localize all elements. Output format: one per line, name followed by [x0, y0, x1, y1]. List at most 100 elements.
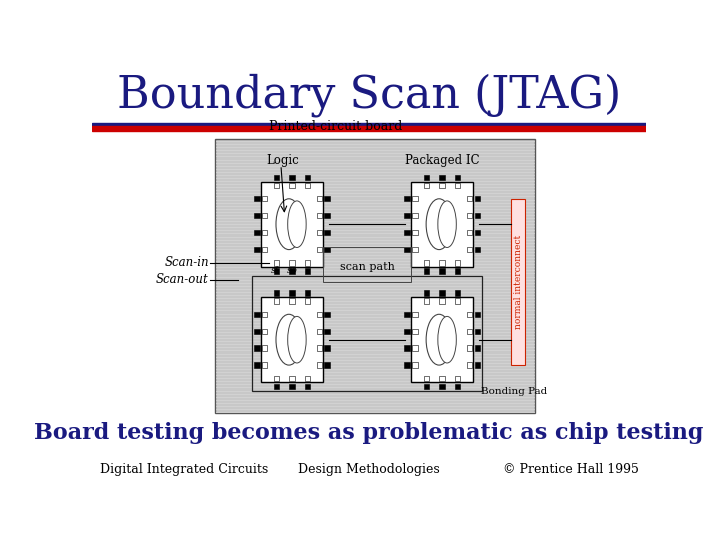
Bar: [323, 247, 411, 282]
Text: Design Methodologies: Design Methodologies: [298, 463, 440, 476]
Bar: [412, 362, 418, 368]
Bar: [92, 123, 647, 126]
Bar: [467, 362, 472, 368]
Bar: [405, 230, 410, 235]
Bar: [254, 230, 260, 235]
Bar: [289, 268, 294, 274]
Ellipse shape: [276, 199, 302, 249]
Bar: [325, 346, 330, 351]
Bar: [317, 328, 322, 334]
Bar: [262, 247, 267, 252]
Bar: [412, 230, 418, 235]
Bar: [289, 291, 294, 296]
Bar: [424, 268, 429, 274]
Bar: [274, 376, 279, 381]
Bar: [467, 346, 472, 351]
Bar: [439, 183, 445, 188]
Text: scan path: scan path: [340, 262, 395, 272]
Bar: [254, 346, 260, 351]
Bar: [467, 312, 472, 317]
Bar: [289, 260, 294, 266]
Bar: [455, 183, 460, 188]
Bar: [325, 328, 330, 334]
Bar: [405, 213, 410, 218]
Bar: [254, 362, 260, 368]
Bar: [262, 346, 267, 351]
Bar: [412, 196, 418, 201]
Ellipse shape: [276, 314, 302, 365]
Bar: [325, 362, 330, 368]
Bar: [455, 376, 460, 381]
Bar: [254, 247, 260, 252]
Bar: [215, 139, 534, 413]
Bar: [474, 346, 480, 351]
Bar: [305, 260, 310, 266]
Bar: [405, 312, 410, 317]
Text: © Prentice Hall 1995: © Prentice Hall 1995: [503, 463, 639, 476]
Bar: [455, 298, 460, 303]
Bar: [254, 328, 260, 334]
Bar: [412, 328, 418, 334]
Bar: [439, 175, 445, 180]
Bar: [274, 183, 279, 188]
Bar: [262, 196, 267, 201]
Bar: [405, 328, 410, 334]
Bar: [274, 175, 279, 180]
Bar: [411, 182, 473, 267]
Bar: [439, 376, 445, 381]
Bar: [439, 383, 445, 389]
Bar: [305, 376, 310, 381]
Bar: [455, 291, 460, 296]
Bar: [467, 328, 472, 334]
Bar: [412, 213, 418, 218]
Bar: [254, 312, 260, 317]
Bar: [325, 247, 330, 252]
Bar: [405, 362, 410, 368]
Bar: [262, 230, 267, 235]
Bar: [455, 268, 460, 274]
Bar: [474, 213, 480, 218]
Bar: [412, 346, 418, 351]
Bar: [412, 247, 418, 252]
Bar: [424, 260, 429, 266]
Bar: [262, 312, 267, 317]
Bar: [317, 346, 322, 351]
Bar: [92, 126, 647, 131]
Bar: [305, 175, 310, 180]
Bar: [439, 260, 445, 266]
Bar: [467, 230, 472, 235]
Bar: [274, 268, 279, 274]
Bar: [474, 328, 480, 334]
Bar: [474, 362, 480, 368]
Bar: [274, 291, 279, 296]
Bar: [455, 260, 460, 266]
Text: si: si: [271, 266, 279, 275]
Bar: [289, 183, 294, 188]
Bar: [325, 230, 330, 235]
Ellipse shape: [426, 199, 452, 249]
Bar: [317, 213, 322, 218]
Bar: [424, 183, 429, 188]
Bar: [455, 175, 460, 180]
Text: Packaged IC: Packaged IC: [405, 154, 480, 167]
Bar: [289, 383, 294, 389]
Text: Bonding Pad: Bonding Pad: [481, 387, 547, 396]
Bar: [467, 196, 472, 201]
Text: Boundary Scan (JTAG): Boundary Scan (JTAG): [117, 74, 621, 117]
Text: Board testing becomes as problematic as chip testing: Board testing becomes as problematic as …: [35, 422, 703, 444]
Bar: [254, 196, 260, 201]
Bar: [439, 291, 445, 296]
Bar: [325, 196, 330, 201]
Bar: [412, 312, 418, 317]
Ellipse shape: [438, 201, 456, 247]
Bar: [405, 196, 410, 201]
Text: Printed-circuit board: Printed-circuit board: [269, 120, 402, 133]
Bar: [289, 298, 294, 303]
Bar: [305, 183, 310, 188]
Bar: [261, 298, 323, 382]
Text: Logic: Logic: [266, 154, 299, 167]
Bar: [317, 247, 322, 252]
Bar: [274, 298, 279, 303]
Bar: [254, 213, 260, 218]
Bar: [474, 230, 480, 235]
